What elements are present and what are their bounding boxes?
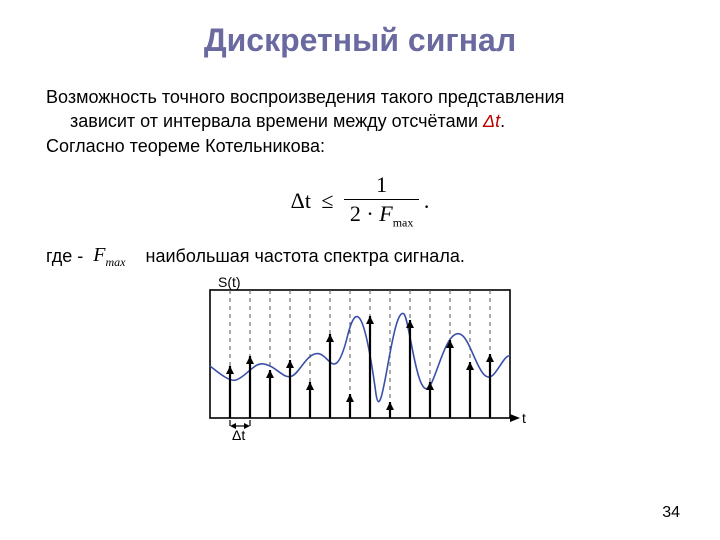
label-dt: Δt <box>232 427 245 443</box>
where-fmax-base: F <box>93 244 105 266</box>
slide: Дискретный сигнал Возможность точного во… <box>0 0 720 540</box>
formula-fraction: 1 2 · Fmax <box>344 172 419 230</box>
sample-arrow-head <box>466 362 474 370</box>
formula-fmax-sub: max <box>393 215 414 229</box>
chart-box <box>210 290 510 418</box>
sample-arrow-head <box>346 394 354 402</box>
sample-arrow-head <box>266 370 274 378</box>
signal-chart: S(t) t Δt <box>180 274 540 444</box>
formula-lhs: Δt <box>291 188 311 214</box>
formula-numerator: 1 <box>344 172 419 200</box>
sample-arrow-head <box>426 382 434 390</box>
sample-arrow-head <box>306 382 314 390</box>
where-line: где - Fmax наибольшая частота спектра си… <box>46 244 674 270</box>
sample-arrow-head <box>226 366 234 374</box>
body-paragraph: Возможность точного воспроизведения тако… <box>46 85 674 158</box>
where-suffix: наибольшая частота спектра сигнала. <box>146 246 465 266</box>
formula-relation: ≤ <box>321 188 333 214</box>
where-prefix: где - <box>46 246 88 266</box>
sample-arrow-head <box>286 360 294 368</box>
page-number: 34 <box>662 504 680 522</box>
delta-t-period: . <box>500 111 505 131</box>
formula-denominator: 2 · Fmax <box>344 200 419 230</box>
body-line2: зависит от интервала времени между отсчё… <box>70 111 483 131</box>
slide-title: Дискретный сигнал <box>46 22 674 59</box>
sample-arrow-head <box>246 356 254 364</box>
body-line1: Возможность точного воспроизведения тако… <box>46 87 564 107</box>
sample-arrow-head <box>366 316 374 324</box>
formula-den-left: 2 · <box>350 201 379 226</box>
sample-arrow-head <box>386 402 394 410</box>
body-line2-indent: зависит от интервала времени между отсчё… <box>46 111 505 131</box>
label-St: S(t) <box>218 274 241 290</box>
formula-fmax: F <box>379 201 392 226</box>
body-line3: Согласно теореме Котельникова: <box>46 136 325 156</box>
where-fmax: Fmax <box>93 244 125 270</box>
signal-chart-wrap: S(t) t Δt <box>46 274 674 449</box>
t-axis-arrow-icon <box>510 414 520 422</box>
formula-trail: . <box>424 188 430 214</box>
sample-arrow-head <box>326 334 334 342</box>
delta-t-symbol: Δt <box>483 111 500 131</box>
signal-curve <box>210 314 510 402</box>
label-t: t <box>522 410 526 426</box>
kotelnikov-formula: Δt ≤ 1 2 · Fmax . <box>46 172 674 230</box>
sample-arrow-head <box>486 354 494 362</box>
where-fmax-sub: max <box>106 255 126 269</box>
